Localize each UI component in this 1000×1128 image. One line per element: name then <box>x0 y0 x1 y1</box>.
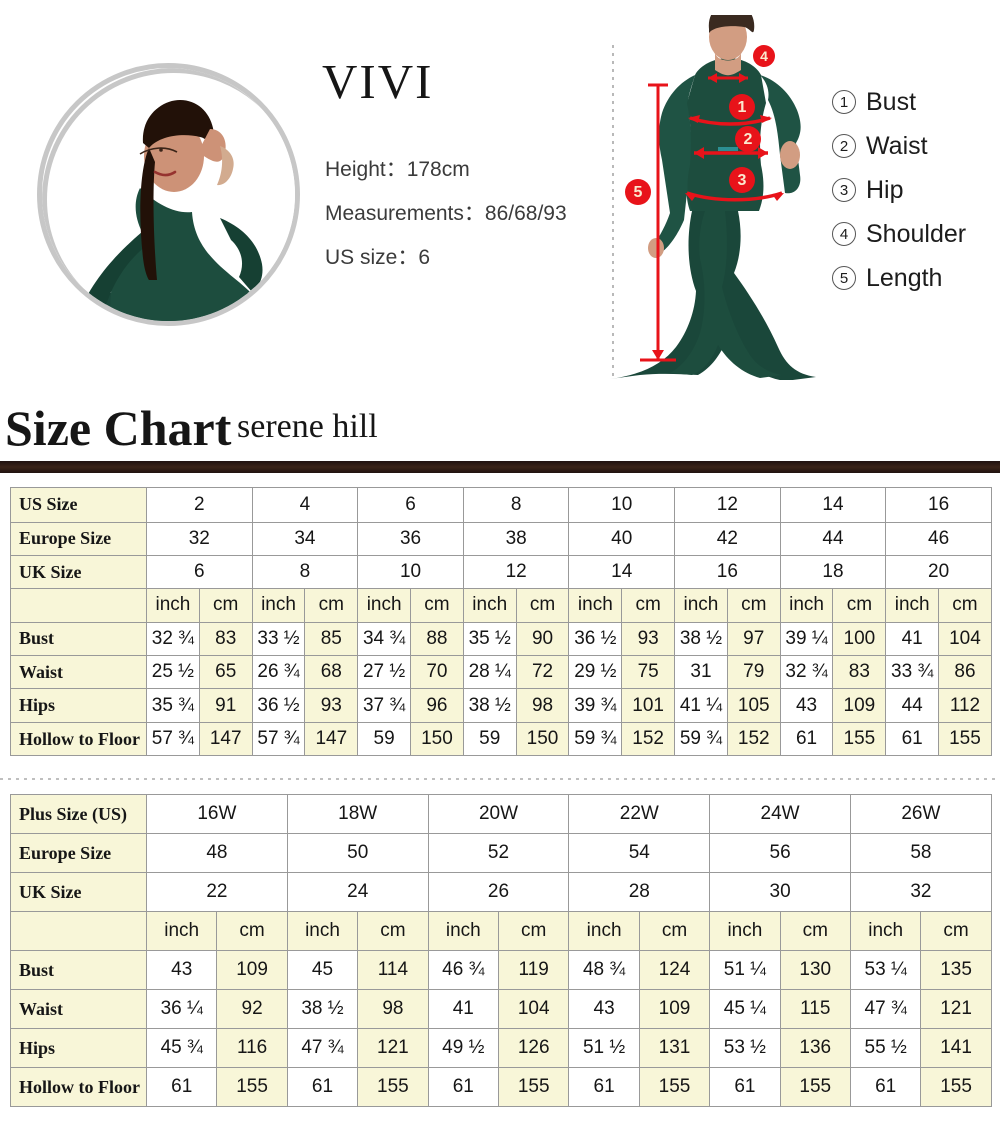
svg-text:1: 1 <box>738 99 747 116</box>
svg-text:5: 5 <box>634 184 643 201</box>
svg-text:2: 2 <box>744 131 753 148</box>
svg-text:4: 4 <box>760 48 768 64</box>
svg-text:3: 3 <box>738 172 747 189</box>
